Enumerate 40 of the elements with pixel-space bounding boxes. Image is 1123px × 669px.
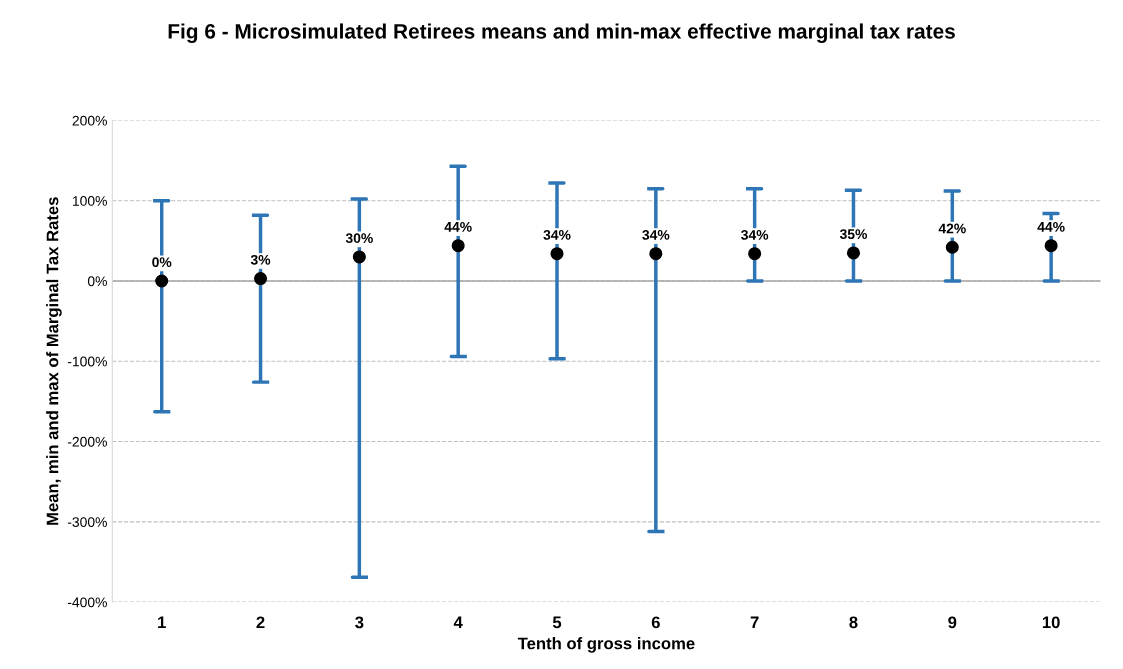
- x-tick-label: 4: [453, 616, 463, 629]
- x-tick-label: 9: [948, 616, 957, 629]
- x-tick-label: 5: [552, 616, 562, 629]
- x-tick-label: 3: [355, 616, 364, 629]
- x-tick-label: 2: [256, 616, 265, 629]
- data-label: 34%: [741, 229, 769, 240]
- data-label: 42%: [938, 223, 966, 234]
- point: [649, 247, 663, 261]
- point: [254, 272, 268, 286]
- y-tick-label: 0%: [87, 276, 107, 287]
- x-tick-label: 1: [158, 616, 166, 629]
- y-tick-label: -300%: [67, 517, 107, 527]
- data-label: 34%: [543, 229, 571, 240]
- point: [945, 240, 959, 254]
- y-tick-label: -400%: [67, 597, 107, 608]
- point: [550, 247, 564, 261]
- point: [155, 274, 169, 288]
- x-tick-label: 7: [750, 616, 759, 629]
- y-tick-label: 100%: [72, 196, 107, 206]
- point: [451, 239, 465, 253]
- x-tick-label: 8: [849, 616, 858, 629]
- data-label: 35%: [839, 229, 868, 240]
- y-tick-label: -100%: [67, 356, 107, 367]
- y-axis-title: Mean, min and max of Marginal Tax Rates: [46, 197, 62, 525]
- data-label: 34%: [642, 229, 670, 240]
- y-tick-label: 200%: [72, 115, 107, 126]
- point: [1044, 239, 1058, 253]
- x-tick-label: 10: [1042, 616, 1060, 629]
- data-label: 30%: [345, 233, 373, 244]
- x-axis-title: Tenth of gross income: [517, 637, 695, 653]
- x-tick-label: 6: [651, 616, 660, 629]
- y-tick-label: -200%: [67, 436, 107, 447]
- point: [352, 250, 366, 264]
- point: [748, 247, 762, 261]
- chart-title: Fig 6 - Microsimulated Retirees means and min-max effective marginal tax rates: [168, 23, 955, 43]
- data-label: 44%: [444, 222, 472, 232]
- data-label: 0%: [152, 257, 172, 268]
- data-label: 44%: [1037, 222, 1065, 232]
- data-label: 3%: [250, 254, 271, 265]
- point: [846, 246, 860, 260]
